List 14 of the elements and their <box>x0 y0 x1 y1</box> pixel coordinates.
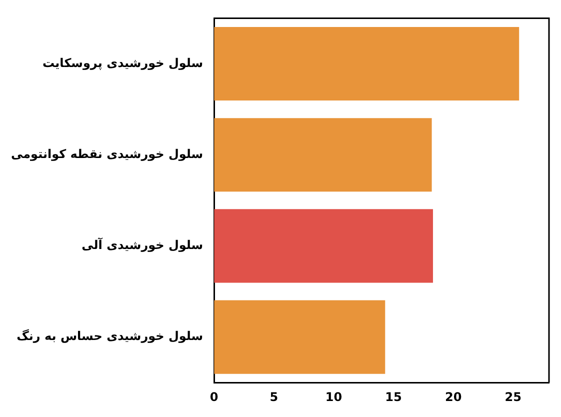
y-tick-label: سلول خورشیدی آلی <box>82 237 204 252</box>
x-tick-label: 25 <box>504 390 522 404</box>
x-tick-label: 5 <box>270 390 278 404</box>
y-tick-label: سلول خورشیدی نقطه کوانتومی <box>10 146 204 161</box>
x-tick-label: 0 <box>210 390 218 404</box>
x-tick-label: 10 <box>325 390 342 404</box>
bar <box>214 26 520 101</box>
x-tick-label: 15 <box>385 390 402 404</box>
bar <box>214 300 386 374</box>
y-tick-label: سلول خورشیدی حساس به رنگ <box>16 329 204 344</box>
y-tick-label: سلول خورشیدی پروسکایت <box>42 56 204 70</box>
bar <box>214 118 432 192</box>
bar <box>214 209 433 283</box>
x-tick-label: 20 <box>444 390 462 404</box>
